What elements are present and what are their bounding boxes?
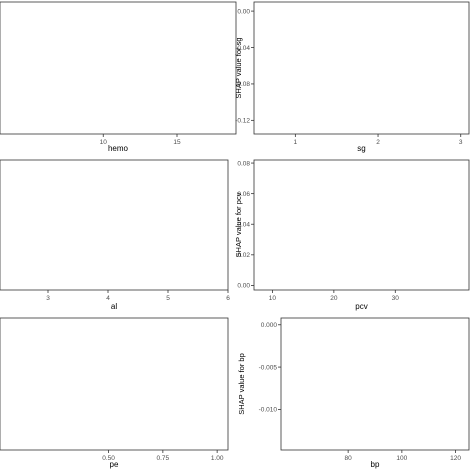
y-tick-label: -0.010 xyxy=(259,407,278,414)
x-tick-label: 10 xyxy=(100,139,108,146)
x-tick-label: 15 xyxy=(173,139,181,146)
panel-al: 3 4 5 6 al xyxy=(0,159,230,311)
x-tick-label: 6 xyxy=(226,295,230,302)
x-tick-label: 120 xyxy=(450,455,461,462)
panel-bp: 80 100 120 0.000 -0.005 -0.010 bp SHAP value fo… xyxy=(237,317,470,469)
y-tick-label: 0.04 xyxy=(237,222,250,229)
y-axis-title: SHAP value for pcv xyxy=(234,192,243,257)
x-tick-label: 100 xyxy=(396,455,407,462)
x-axis-title: pcv xyxy=(355,302,367,311)
y-tick-label: 0.000 xyxy=(261,322,278,329)
panel-border xyxy=(253,159,470,291)
x-tick-label: 0.50 xyxy=(102,455,115,462)
y-tick-label: 0.06 xyxy=(237,191,250,198)
y-tick-label: -0.12 xyxy=(235,118,250,125)
y-tick-label: -0.08 xyxy=(235,81,250,88)
x-tick-label: 20 xyxy=(330,295,338,302)
panel-border xyxy=(0,317,229,451)
panel-hemo: 10 15 hemo xyxy=(0,1,237,153)
x-tick-label: 4 xyxy=(106,295,110,302)
x-tick-label: 2 xyxy=(376,139,380,146)
x-tick-label: 3 xyxy=(46,295,50,302)
panel-border xyxy=(280,317,470,451)
x-tick-label: 0.75 xyxy=(157,455,170,462)
y-tick-label: 0.02 xyxy=(237,252,250,259)
panel-border xyxy=(253,1,470,135)
x-tick-label: 1.00 xyxy=(211,455,224,462)
y-tick-label: -0.04 xyxy=(235,45,250,52)
x-tick-label: 1 xyxy=(294,139,298,146)
panel-sg: 1 2 3 0.00 -0.04 -0.08 -0.12 sg SHAP value for s… xyxy=(234,1,470,153)
x-axis-title: bp xyxy=(371,460,380,469)
panel-border xyxy=(0,159,229,291)
x-axis-title: al xyxy=(111,302,117,311)
x-axis-title: pe xyxy=(110,460,119,469)
y-tick-label: 0.08 xyxy=(237,160,250,167)
x-axis-title: hemo xyxy=(108,144,129,153)
x-tick-label: 80 xyxy=(345,455,353,462)
x-tick-label: 3 xyxy=(459,139,463,146)
y-tick-label: 0.00 xyxy=(237,283,250,290)
x-axis-title: sg xyxy=(357,144,365,153)
x-tick-label: 10 xyxy=(269,295,277,302)
x-tick-label: 30 xyxy=(392,295,400,302)
panel-pcv: 10 20 30 0.00 0.02 0.04 0.06 0.08 pcv SHAP value … xyxy=(234,159,470,311)
x-tick-label: 5 xyxy=(166,295,170,302)
y-axis-title: SHAP value for bp xyxy=(237,353,246,415)
y-tick-label: -0.005 xyxy=(259,364,278,371)
y-axis-title: SHAP value for sg xyxy=(234,37,243,98)
panel-pe: 0.50 0.75 1.00 pe xyxy=(0,317,229,469)
y-tick-label: 0.00 xyxy=(237,8,250,15)
panel-border xyxy=(0,1,237,135)
